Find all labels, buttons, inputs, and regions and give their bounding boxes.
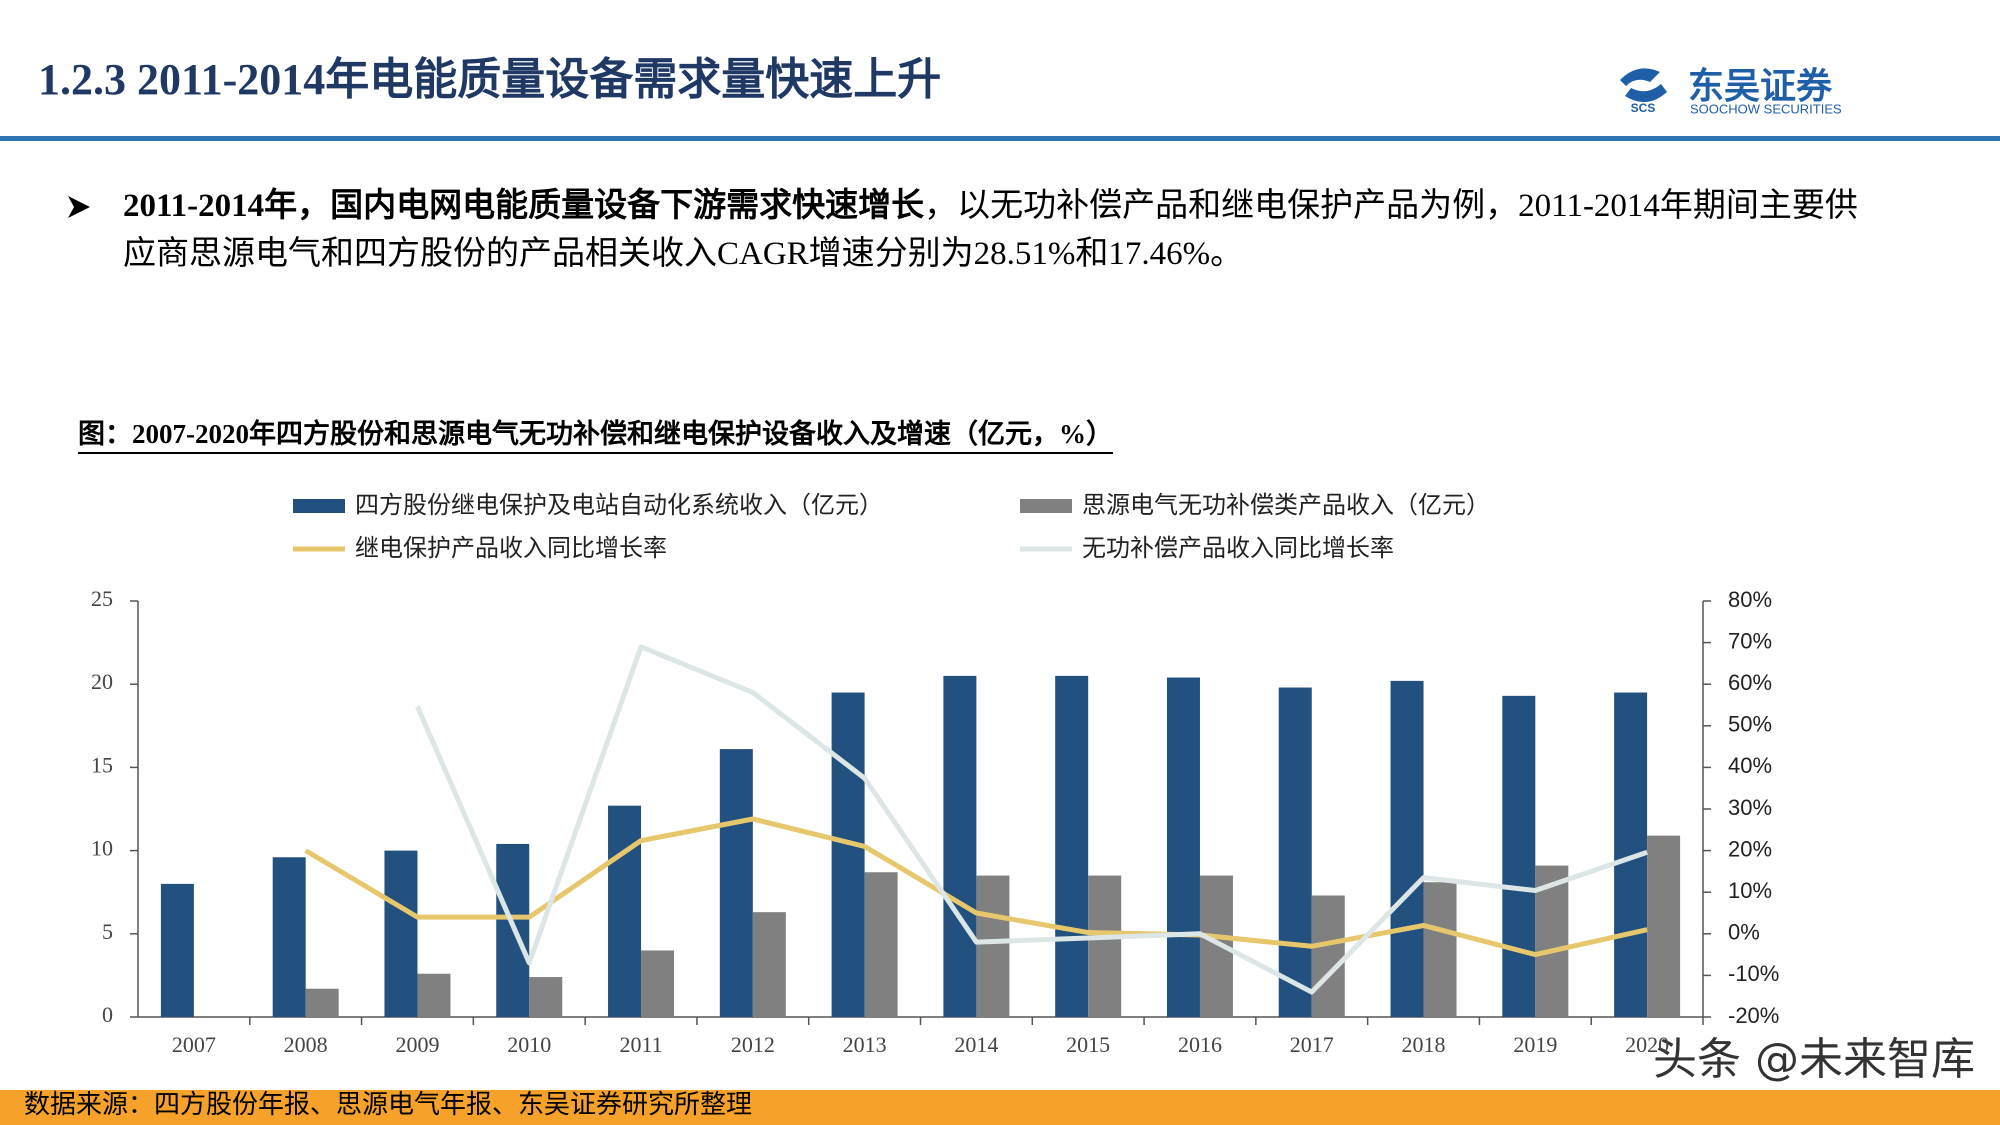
bar xyxy=(272,857,306,1017)
bar xyxy=(976,875,1010,1017)
chart-title: 图：2007-2020年四方股份和思源电气无功补偿和继电保护设备收入及增速（亿元… xyxy=(78,418,1113,449)
y2-tick-label: 70% xyxy=(1728,628,1772,653)
watermark: 头条 @未来智库 xyxy=(1653,1034,1975,1085)
y-tick-label: 5 xyxy=(102,919,113,944)
bullet-text: 2011-2014年，国内电网电能质量设备下游需求快速增长，以无功补偿产品和继电… xyxy=(123,182,1883,278)
bar xyxy=(1278,687,1312,1017)
bar xyxy=(1502,695,1536,1017)
y-tick-label: 15 xyxy=(91,752,113,777)
bar xyxy=(943,675,977,1017)
bar xyxy=(1055,675,1089,1017)
bar xyxy=(1311,895,1345,1017)
legend-swatch xyxy=(1020,499,1072,513)
bar xyxy=(641,950,675,1017)
source-note: 数据来源：四方股份年报、思源电气年报、东吴证券研究所整理 xyxy=(24,1090,752,1119)
y2-tick-label: 0% xyxy=(1728,920,1760,945)
y2-tick-label: 30% xyxy=(1728,795,1772,820)
y-tick-label: 0 xyxy=(102,1002,113,1027)
y2-tick-label: 40% xyxy=(1728,753,1772,778)
logo: SCS 东吴证券 SOOCHOW SECURITIES xyxy=(1620,66,1842,116)
y-tick-label: 20 xyxy=(91,669,113,694)
header-rule xyxy=(0,136,2000,141)
x-tick-label: 2008 xyxy=(284,1032,328,1057)
bullet-icon xyxy=(68,196,90,218)
legend-label: 无功补偿产品收入同比增长率 xyxy=(1082,534,1394,562)
x-tick-label: 2020 xyxy=(1625,1032,1669,1057)
x-tick-label: 2010 xyxy=(507,1032,551,1057)
y2-tick-label: 50% xyxy=(1728,712,1772,737)
source-bar xyxy=(0,1090,2000,1125)
bar xyxy=(417,973,451,1017)
y2-tick-label: -20% xyxy=(1728,1003,1779,1028)
x-tick-label: 2011 xyxy=(619,1032,662,1057)
x-tick-label: 2017 xyxy=(1290,1032,1334,1057)
x-tick-label: 2016 xyxy=(1178,1032,1222,1057)
bar xyxy=(719,749,753,1017)
line xyxy=(415,644,1648,995)
legend-swatch xyxy=(293,499,345,513)
logo-name: 东吴证券 xyxy=(1688,66,1833,107)
x-tick-label: 2012 xyxy=(731,1032,775,1057)
bar xyxy=(831,692,865,1017)
x-tick-label: 2013 xyxy=(843,1032,887,1057)
bar xyxy=(384,850,418,1017)
header-title: 1.2.3 2011-2014年电能质量设备需求量快速上升 xyxy=(38,55,941,104)
legend-label: 思源电气无功补偿类产品收入（亿元） xyxy=(1082,491,1490,519)
y-tick-label: 10 xyxy=(91,836,113,861)
bar xyxy=(608,805,642,1017)
bar xyxy=(160,883,194,1017)
legend-label: 四方股份继电保护及电站自动化系统收入（亿元） xyxy=(355,491,883,519)
bullet-bold: 2011-2014年，国内电网电能质量设备下游需求快速增长 xyxy=(123,188,925,224)
x-tick-label: 2009 xyxy=(395,1032,439,1057)
y-tick-label: 25 xyxy=(91,586,113,611)
bar xyxy=(1166,677,1200,1017)
y2-tick-label: -10% xyxy=(1728,961,1779,986)
x-tick-label: 2015 xyxy=(1066,1032,1110,1057)
bar xyxy=(864,872,898,1017)
bar xyxy=(1390,680,1424,1017)
x-tick-label: 2007 xyxy=(172,1032,216,1057)
y2-tick-label: 10% xyxy=(1728,878,1772,903)
bullet-normal: ，以无功补偿产品和继电保护产品为例，2011-2014年期间主要供应商思源电气和… xyxy=(123,188,1858,272)
bar xyxy=(752,912,786,1017)
logo-mark: SCS xyxy=(1631,101,1656,115)
line xyxy=(304,816,1648,958)
bar xyxy=(305,988,339,1017)
bar xyxy=(1088,875,1122,1017)
logo-subtitle: SOOCHOW SECURITIES xyxy=(1690,101,1842,116)
y2-tick-label: 80% xyxy=(1728,587,1772,612)
logo-icon xyxy=(1620,68,1667,103)
bar xyxy=(529,977,563,1017)
x-tick-label: 2018 xyxy=(1402,1032,1446,1057)
x-tick-label: 2019 xyxy=(1513,1032,1557,1057)
y2-tick-label: 60% xyxy=(1728,670,1772,695)
bar xyxy=(1647,835,1681,1017)
y2-tick-label: 20% xyxy=(1728,836,1772,861)
bar xyxy=(1423,882,1457,1017)
x-tick-label: 2014 xyxy=(954,1032,998,1057)
legend-label: 继电保护产品收入同比增长率 xyxy=(355,534,667,562)
